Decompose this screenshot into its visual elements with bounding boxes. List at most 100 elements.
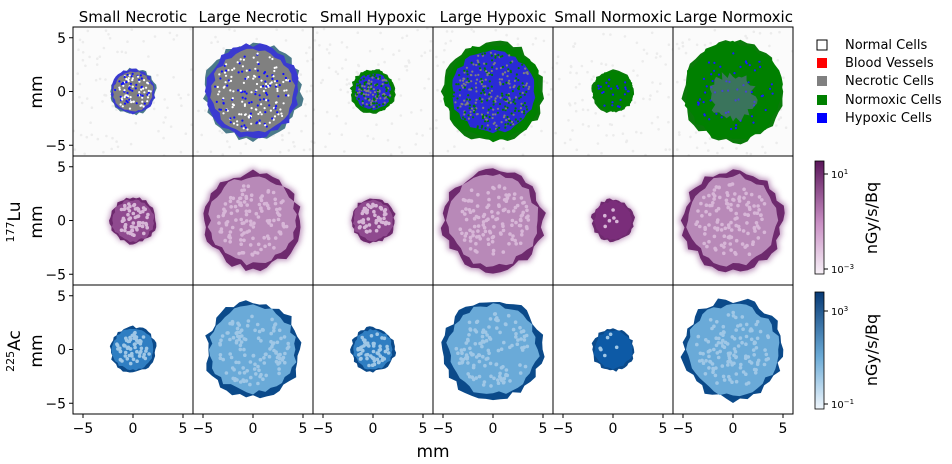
dose-speck — [375, 351, 380, 355]
cell-speck — [498, 102, 502, 106]
cell-speck — [359, 83, 362, 86]
normal-cell — [103, 93, 106, 97]
dose-speck — [248, 243, 253, 247]
dose-speck — [359, 219, 364, 224]
dose-speck — [705, 244, 709, 249]
normal-cell — [684, 51, 688, 55]
cell-speck — [624, 81, 627, 84]
cell-speck — [274, 107, 277, 110]
dose-speck — [714, 185, 719, 189]
dose-speck — [260, 327, 265, 332]
cell-speck — [266, 75, 269, 78]
normal-cell — [345, 78, 349, 81]
cell-speck — [508, 119, 512, 122]
cell-speck — [611, 93, 615, 96]
dose-speck — [518, 217, 523, 222]
cell-speck — [713, 61, 716, 64]
cell-speck — [744, 60, 748, 64]
cell-speck — [461, 79, 465, 82]
normal-cell — [580, 64, 584, 68]
cell-speck — [501, 73, 504, 76]
dose-speck — [462, 238, 467, 242]
cell-speck — [284, 94, 288, 97]
dose-speck — [734, 379, 739, 384]
dose-speck — [762, 362, 767, 367]
cell-speck — [131, 85, 134, 88]
dose-speck — [229, 205, 233, 209]
cell-speck — [360, 92, 363, 95]
normal-cell — [335, 114, 339, 118]
cell-speck — [242, 127, 245, 130]
cell-speck — [505, 93, 508, 96]
dose-speck — [716, 218, 720, 222]
cell-speck — [485, 62, 488, 65]
dose-speck — [136, 340, 141, 345]
normal-cell — [345, 46, 349, 49]
normal-cell — [534, 37, 538, 40]
normal-cell — [153, 35, 157, 38]
dose-speck — [474, 214, 479, 219]
dose-speck — [486, 242, 491, 246]
dose-speck — [505, 373, 510, 378]
cell-speck — [276, 79, 279, 83]
normal-cell — [120, 50, 124, 54]
dose-speck — [729, 228, 734, 232]
dose-speck — [714, 343, 719, 348]
dose-speck — [269, 331, 274, 336]
normal-cell — [81, 58, 85, 62]
normal-cell — [635, 41, 639, 45]
dose-speck — [269, 339, 273, 344]
y-tick-label: −5 — [45, 396, 66, 412]
dose-speck — [139, 349, 143, 354]
dose-speck — [462, 347, 467, 352]
dose-speck — [237, 371, 242, 375]
dose-speck — [467, 333, 471, 337]
dose-speck — [242, 188, 246, 192]
dose-speck — [256, 242, 261, 247]
dose-speck — [743, 212, 747, 217]
dose-speck — [140, 224, 145, 229]
dose-speck — [760, 198, 764, 202]
dose-speck — [127, 217, 131, 221]
dose-speck — [468, 247, 473, 251]
cell-speck — [750, 115, 754, 118]
cell-speck — [123, 89, 126, 92]
cell-speck — [474, 82, 478, 85]
dose-speck — [733, 217, 737, 221]
dose-speck — [744, 191, 748, 196]
cell-speck — [499, 55, 502, 58]
cell-speck — [265, 99, 268, 102]
dose-speck — [238, 347, 243, 352]
y-tick-label: 0 — [57, 214, 66, 230]
dose-speck — [502, 376, 507, 381]
normal-cell — [79, 133, 83, 137]
dose-speck — [477, 374, 482, 379]
cell-speck — [227, 69, 230, 72]
normal-cell — [569, 71, 572, 74]
normal-cell — [423, 51, 427, 54]
dose-speck — [744, 342, 748, 347]
normal-cell — [600, 62, 603, 65]
cell-speck — [468, 88, 471, 91]
normal-cell — [410, 111, 413, 114]
panel-ac-3: −5 0 5 — [312, 284, 434, 437]
dose-speck — [718, 349, 722, 354]
cell-speck — [126, 73, 129, 76]
cell-speck — [456, 106, 459, 109]
dose-speck — [707, 223, 711, 227]
normal-cell — [568, 102, 571, 105]
dose-speck — [250, 253, 255, 257]
cell-speck — [137, 75, 140, 78]
normal-cell — [600, 151, 603, 155]
x-tick-label: 0 — [129, 421, 138, 437]
normal-cell — [656, 115, 660, 119]
dose-speck — [464, 231, 469, 236]
cell-speck — [469, 73, 472, 77]
cell-speck — [704, 91, 707, 94]
dose-speck — [240, 221, 245, 226]
dose-speck — [496, 381, 501, 386]
dose-speck — [518, 241, 523, 246]
dose-speck — [744, 372, 748, 377]
dose-speck — [718, 195, 722, 200]
dose-speck — [277, 328, 282, 333]
